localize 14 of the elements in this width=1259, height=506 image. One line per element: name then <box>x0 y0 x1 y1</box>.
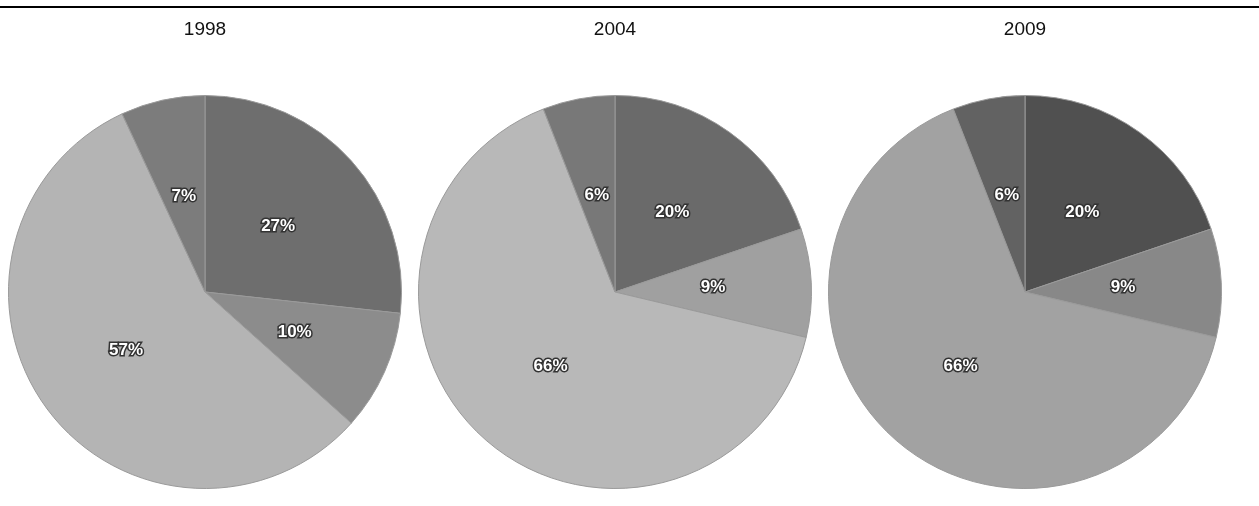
data-label: 27% <box>261 216 296 236</box>
data-label: 20% <box>1065 201 1100 221</box>
chart-title: 1998 <box>182 17 228 41</box>
data-label: 9% <box>1110 277 1136 297</box>
data-label: 6% <box>584 185 610 205</box>
data-label: 6% <box>994 185 1020 205</box>
data-label: 7% <box>171 185 197 205</box>
data-label: 66% <box>943 355 978 375</box>
data-label: 10% <box>277 321 312 341</box>
chart-title: 2004 <box>592 17 638 41</box>
data-label: 57% <box>109 340 144 360</box>
data-label: 20% <box>655 201 690 221</box>
chart-title: 2009 <box>1002 17 1048 41</box>
data-label: 9% <box>700 277 726 297</box>
